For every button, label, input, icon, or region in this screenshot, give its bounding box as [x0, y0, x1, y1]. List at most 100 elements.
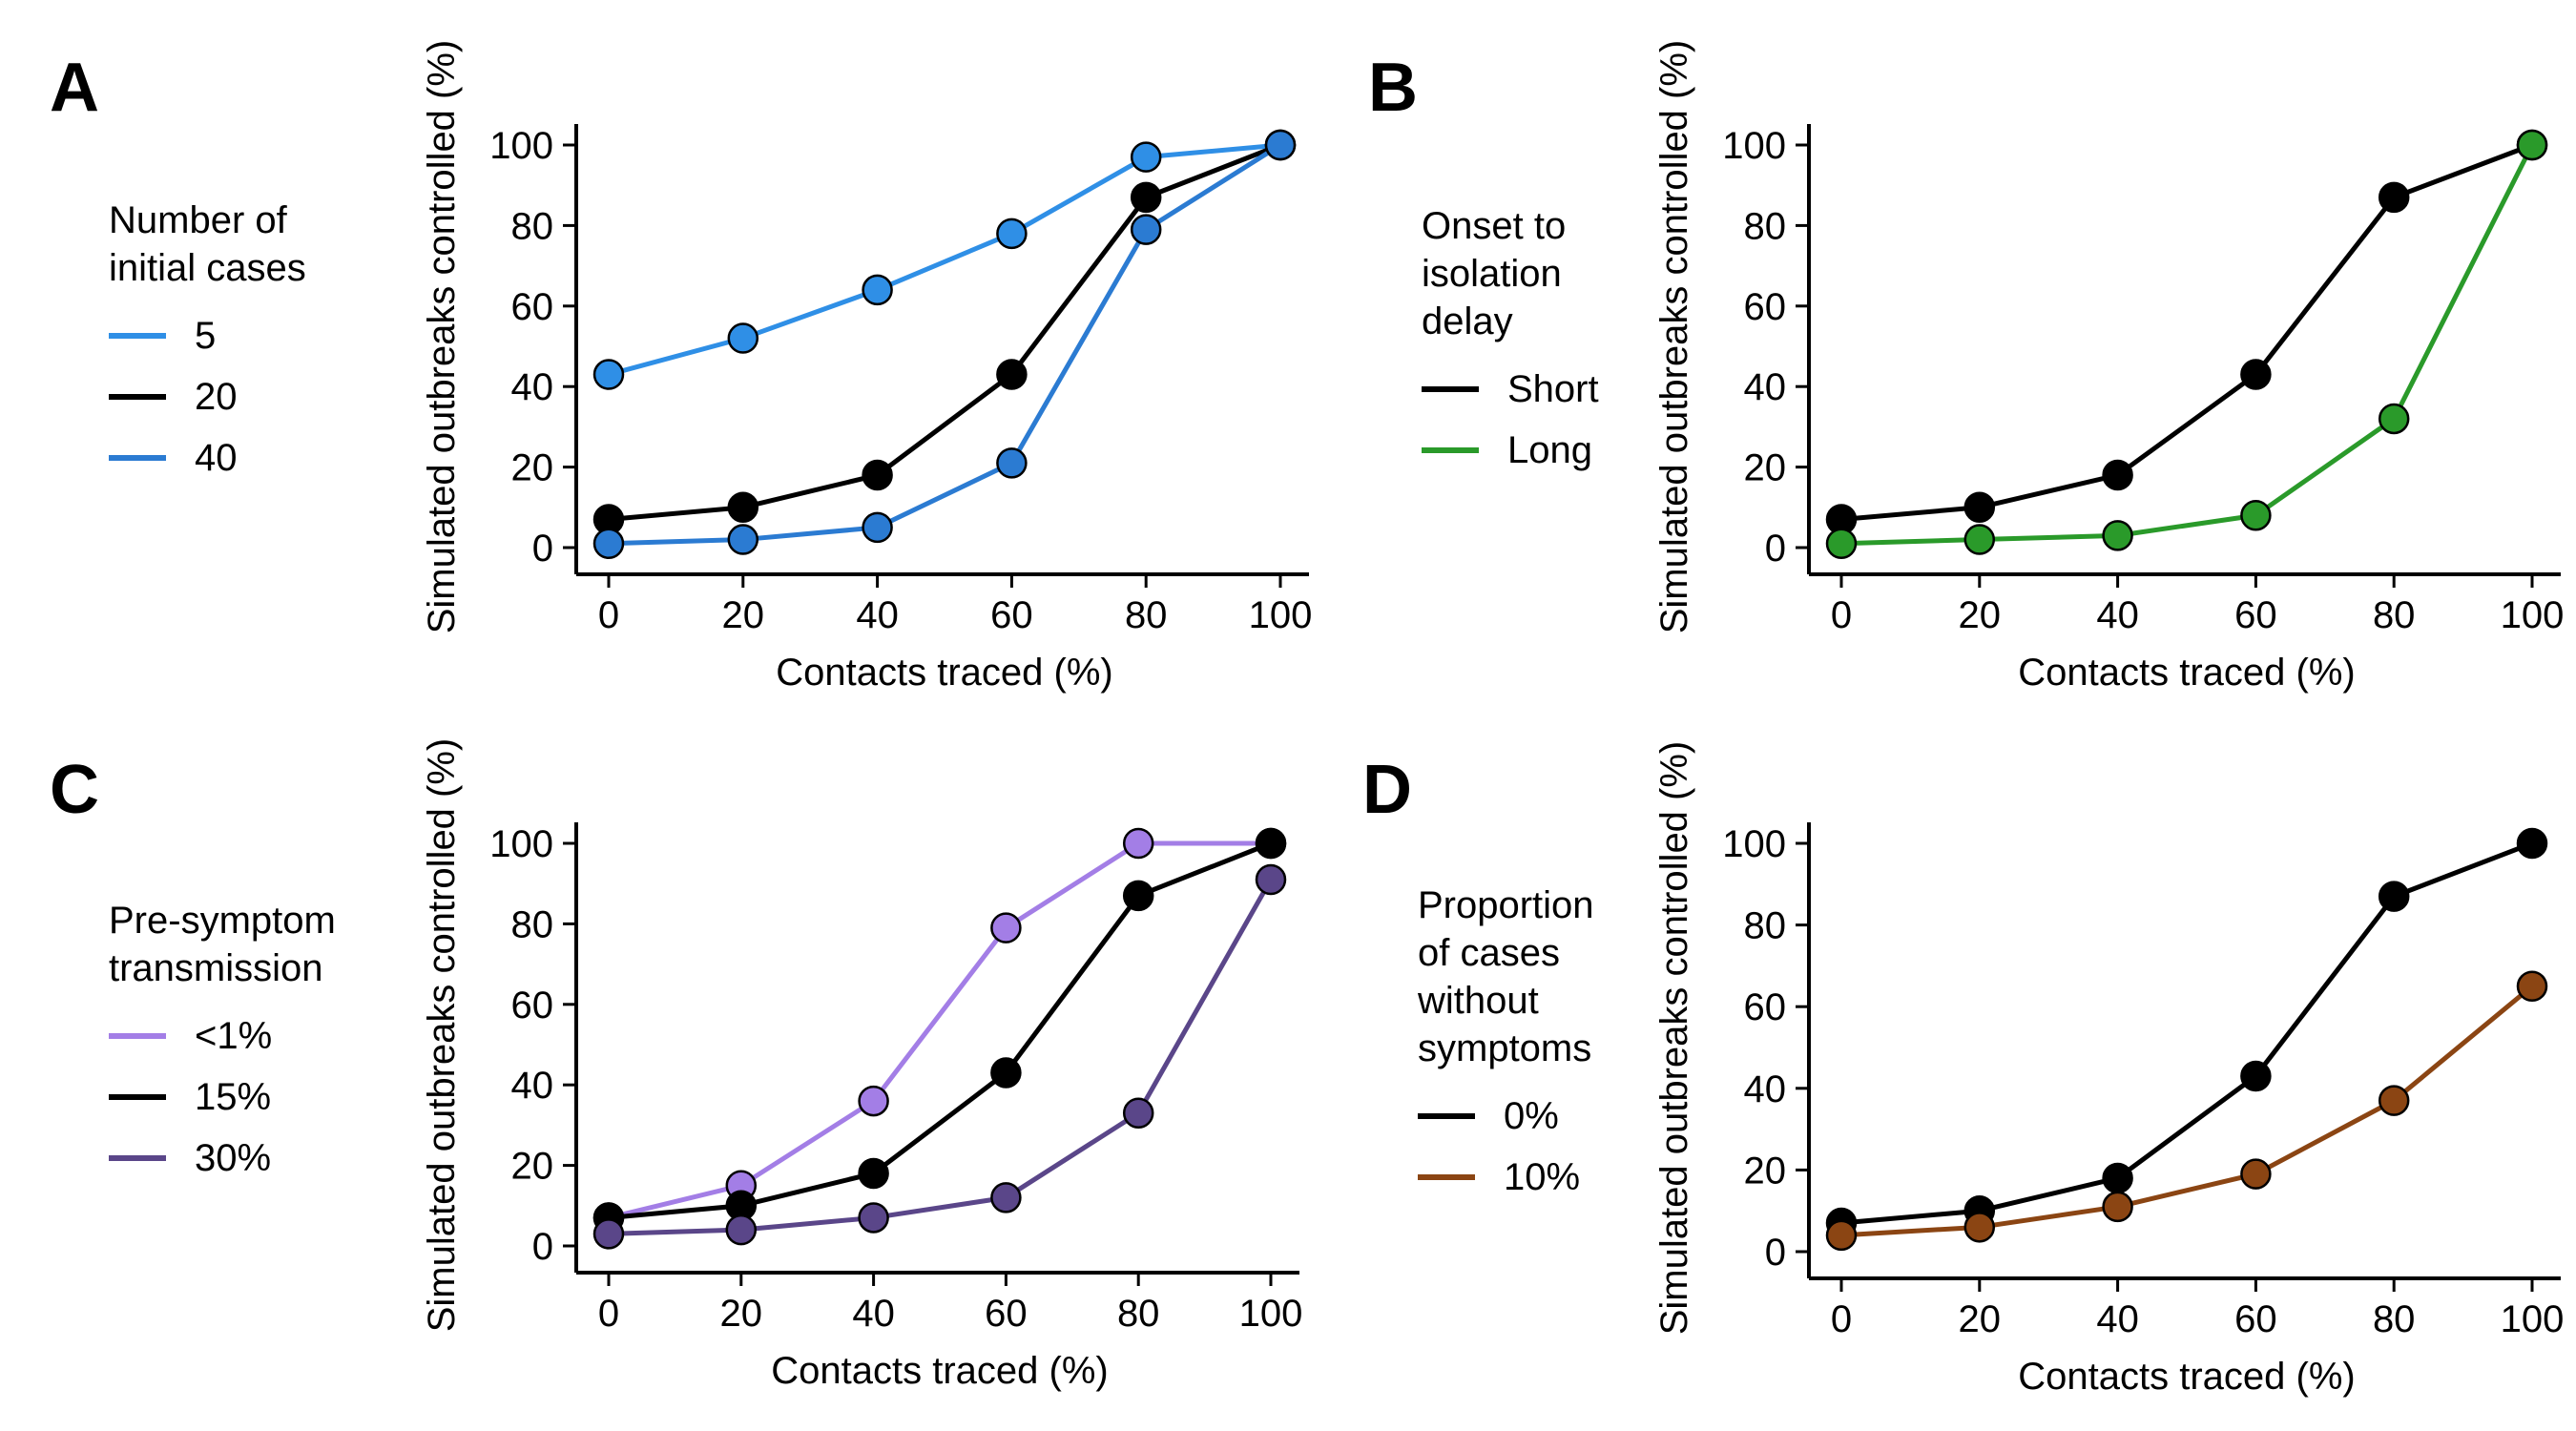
y-tick-label: 40 [511, 366, 554, 408]
x-tick-label: 60 [2234, 594, 2277, 636]
x-axis-label: Contacts traced (%) [776, 652, 1112, 694]
legend: Onset to isolation delay Short Long [1422, 202, 1599, 481]
y-tick-label: 20 [511, 1146, 554, 1188]
x-tick-label: 60 [990, 594, 1033, 636]
x-tick-label: 0 [598, 594, 619, 636]
x-tick-label: 20 [722, 594, 765, 636]
x-tick-label: 80 [2373, 1298, 2416, 1340]
x-tick-label: 20 [720, 1293, 763, 1335]
data-point [862, 459, 893, 491]
legend-label: Short [1507, 368, 1599, 410]
panel-letter: D [1362, 752, 1412, 828]
legend-item: 30% [109, 1128, 336, 1189]
series-line [1840, 840, 2533, 1226]
series-line [608, 840, 1271, 1220]
data-point [858, 1202, 889, 1234]
y-tick-label: 0 [1765, 528, 1786, 570]
legend: Number of initial cases 5 20 40 [109, 197, 306, 488]
data-point [990, 1057, 1022, 1089]
data-point [1130, 181, 1162, 214]
legend-label: 0% [1504, 1095, 1559, 1137]
legend-label: 30% [195, 1137, 272, 1179]
y-tick-label: 60 [1744, 986, 1787, 1028]
y-tick-label: 20 [1744, 1150, 1787, 1192]
legend-label: 5 [195, 315, 217, 357]
x-tick-label: 60 [2234, 1298, 2277, 1340]
y-tick-label: 80 [1744, 205, 1787, 247]
data-point [990, 912, 1022, 944]
legend-title: Proportion of cases without symptoms [1418, 884, 1594, 1069]
x-tick-label: 100 [2501, 594, 2565, 636]
data-point [858, 1085, 889, 1117]
x-tick-label: 100 [1249, 594, 1313, 636]
panel-letter: B [1368, 50, 1418, 126]
legend-label: 15% [195, 1076, 272, 1118]
x-tick-label: 80 [1117, 1293, 1160, 1335]
legend-label: 40 [195, 437, 238, 479]
x-tick-label: 20 [1959, 594, 2002, 636]
x-tick-label: 100 [1239, 1293, 1303, 1335]
legend: Pre-symptom transmission <1% 15% 30% [109, 897, 336, 1189]
y-tick-label: 60 [511, 985, 554, 1027]
x-tick-label: 40 [2096, 1298, 2139, 1340]
data-point [1130, 141, 1162, 173]
y-tick-label: 40 [1744, 1068, 1787, 1110]
legend-item: Short [1422, 359, 1599, 420]
data-point [2516, 827, 2548, 860]
data-point [592, 1218, 625, 1250]
y-axis-label: Simulated outbreaks controlled (%) [421, 738, 463, 1333]
y-tick-label: 80 [511, 205, 554, 247]
y-axis-label: Simulated outbreaks controlled (%) [1653, 40, 1695, 634]
data-point [862, 511, 893, 544]
data-point [2378, 1085, 2410, 1116]
data-point [592, 528, 625, 560]
legend-swatch [1422, 386, 1479, 392]
panel-letter: C [50, 752, 99, 828]
data-point [1122, 880, 1154, 912]
x-tick-label: 0 [1831, 1298, 1852, 1340]
data-point [1122, 1097, 1154, 1129]
data-point [2516, 129, 2548, 161]
legend-item: 15% [109, 1067, 336, 1128]
data-point [996, 218, 1028, 250]
legend-swatch [109, 1094, 166, 1100]
data-point [727, 491, 759, 524]
legend-item: Long [1422, 420, 1599, 481]
series-line [1840, 143, 2535, 547]
data-point [2102, 1191, 2133, 1223]
x-tick-label: 20 [1959, 1298, 2002, 1340]
series-line [608, 840, 1272, 1220]
legend-item: 20 [109, 366, 306, 427]
series-line [608, 142, 1281, 522]
data-point [1825, 528, 1858, 560]
data-point [1825, 1219, 1858, 1252]
legend-swatch [109, 394, 166, 400]
data-point [2102, 459, 2133, 491]
legend-label: 10% [1504, 1156, 1581, 1198]
data-point [2240, 359, 2272, 390]
data-point [727, 524, 759, 555]
legend-swatch [109, 1155, 166, 1161]
x-tick-label: 0 [1831, 594, 1852, 636]
y-tick-label: 0 [1765, 1232, 1786, 1274]
series-line [608, 142, 1282, 547]
y-tick-label: 40 [1744, 366, 1787, 408]
data-point [1963, 524, 1996, 555]
data-point [1122, 827, 1154, 860]
legend-label: Long [1507, 429, 1592, 471]
series-line [608, 878, 1274, 1236]
data-point [990, 1182, 1022, 1213]
y-tick-label: 100 [489, 125, 553, 167]
legend-item: 0% [1418, 1086, 1594, 1147]
y-tick-label: 20 [511, 447, 554, 489]
x-tick-label: 80 [1125, 594, 1168, 636]
x-tick-label: 100 [2501, 1298, 2565, 1340]
series-line [608, 142, 1281, 377]
y-tick-label: 40 [511, 1065, 554, 1107]
data-point [862, 274, 893, 306]
legend-title: Number of initial cases [109, 199, 306, 289]
y-axis-label: Simulated outbreaks controlled (%) [1653, 741, 1695, 1336]
